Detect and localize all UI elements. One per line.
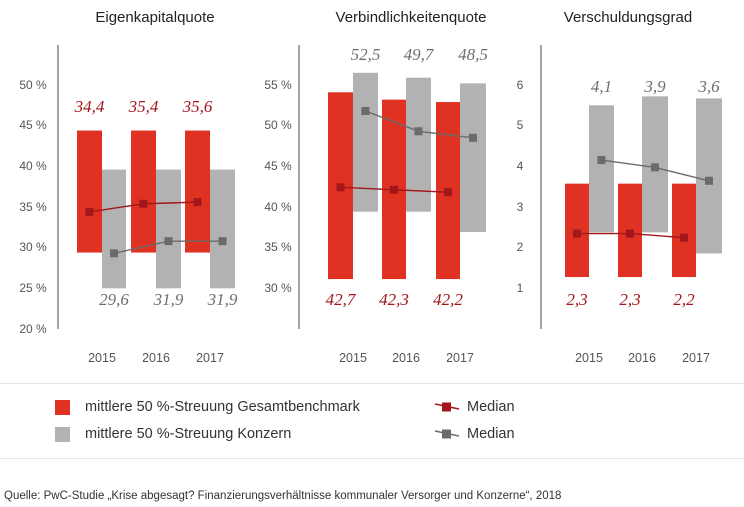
legend-label-konzern: mittlere 50 %-Streuung Konzern [85, 426, 292, 442]
panel-title: Verschuldungsgrad [564, 9, 692, 26]
legend-item-konzern: mittlere 50 %-Streuung Konzern [55, 426, 291, 442]
data-label-konzern-2015: 52,5 [351, 45, 381, 64]
median-konzern-key-icon [434, 429, 460, 439]
median-marker-benchmark-2016 [390, 185, 398, 194]
data-label-konzern-2016: 49,7 [404, 45, 435, 64]
y-tick-label: 45 % [19, 118, 47, 132]
legend-label-median-konzern: Median [467, 426, 515, 442]
data-label-konzern-2015: 29,6 [99, 290, 129, 309]
data-label-benchmark-2016: 2,3 [619, 290, 640, 309]
data-label-konzern-2017: 48,5 [458, 45, 488, 64]
data-label-konzern-2016: 3,9 [643, 77, 666, 96]
data-label-benchmark-2016: 42,3 [379, 290, 409, 309]
median-marker-konzern-2016 [414, 127, 423, 136]
data-label-benchmark-2015: 34,4 [74, 97, 105, 116]
median-marker-benchmark-2015 [336, 183, 345, 192]
median-marker-benchmark-2017 [444, 188, 452, 197]
data-label-benchmark-2017: 42,2 [433, 290, 463, 309]
legend: mittlere 50 %-Streuung Gesamtbenchmark m… [0, 383, 744, 459]
y-tick-label: 5 [517, 118, 524, 132]
median-marker-benchmark-2017 [680, 233, 688, 242]
bar-konzern-2016 [156, 169, 181, 289]
chart-panel-2: Verbindlichkeitenquote 30 % 35 % 40 % 45 % 50… [264, 9, 488, 365]
y-tick-label: 50 % [264, 118, 292, 132]
panel-title: Verbindlichkeitenquote [336, 9, 487, 26]
chart-panel-1: Eigenkapitalquote 20 % 25 % 30 % 35 % 40 % 45 … [19, 9, 238, 365]
data-label-konzern-2017: 3,6 [697, 77, 720, 96]
bar-konzern-2015 [353, 72, 378, 212]
median-marker-konzern-2015 [597, 156, 606, 165]
chart-panel-3: Verschuldungsgrad 1 2 3 4 5 6 2,3 2,3 2,2 4,1 3,9 3,… [517, 9, 722, 365]
x-tick-label: 2017 [196, 351, 224, 365]
bar-konzern-2015 [102, 169, 126, 289]
data-label-konzern-2016: 31,9 [153, 290, 184, 309]
legend-item-median-konzern: Median [433, 426, 515, 442]
legend-label-benchmark: mittlere 50 %-Streuung Gesamtbenchmark [85, 399, 360, 415]
chart-area: Eigenkapitalquote 20 % 25 % 30 % 35 % 40 % 45 … [19, 9, 722, 365]
median-marker-benchmark-2015 [573, 229, 581, 238]
bar-konzern-2016 [406, 77, 431, 212]
median-marker-benchmark-2015 [85, 207, 94, 216]
median-marker-konzern-2015 [361, 106, 370, 115]
data-label-benchmark-2015: 2,3 [566, 290, 587, 309]
median-marker-benchmark-2017 [193, 198, 202, 207]
source-note: Quelle: PwC-Studie „Krise abgesagt? Fina… [4, 490, 562, 502]
median-marker-konzern-2017 [469, 133, 477, 142]
y-tick-label: 25 % [19, 281, 47, 295]
panel-title: Eigenkapitalquote [95, 9, 214, 26]
data-label-benchmark-2017: 35,6 [182, 97, 213, 116]
y-tick-label: 3 [517, 200, 524, 214]
bar-benchmark-2017 [672, 183, 696, 278]
x-tick-label: 2016 [628, 351, 656, 365]
median-marker-konzern-2017 [705, 176, 713, 185]
median-marker-benchmark-2016 [626, 229, 634, 238]
legend-item-median-benchmark: Median [433, 399, 515, 415]
y-tick-label: 40 % [264, 200, 292, 214]
legend-swatch-konzern [55, 426, 70, 442]
x-tick-label: 2017 [682, 351, 710, 365]
bar-benchmark-2015 [77, 130, 102, 253]
legend-swatch-benchmark [55, 399, 70, 415]
y-tick-label: 1 [517, 281, 524, 295]
bar-konzern-2017 [210, 169, 235, 289]
y-tick-label: 4 [517, 159, 524, 173]
median-marker-benchmark-2016 [139, 199, 148, 208]
y-tick-label: 40 % [19, 159, 47, 173]
x-tick-label: 2015 [88, 351, 116, 365]
x-tick-label: 2015 [575, 351, 603, 365]
bar-konzern-2015 [589, 105, 614, 233]
x-tick-label: 2016 [142, 351, 170, 365]
bar-konzern-2017 [460, 83, 486, 232]
y-tick-label: 45 % [264, 159, 292, 173]
data-label-benchmark-2016: 35,4 [128, 97, 159, 116]
median-marker-konzern-2015 [110, 249, 118, 258]
median-marker-konzern-2016 [651, 163, 659, 172]
bar-benchmark-2017 [185, 130, 210, 253]
median-marker-konzern-2016 [164, 237, 173, 246]
data-label-benchmark-2017: 2,2 [673, 290, 695, 309]
x-tick-label: 2017 [446, 351, 474, 365]
y-tick-label: 6 [517, 78, 524, 92]
y-tick-label: 35 % [19, 200, 47, 214]
median-benchmark-key-icon [434, 402, 460, 412]
y-tick-label: 35 % [264, 240, 292, 254]
y-tick-label: 2 [517, 240, 524, 254]
legend-label-median-benchmark: Median [467, 399, 515, 415]
data-label-benchmark-2015: 42,7 [326, 290, 357, 309]
y-tick-label: 30 % [19, 240, 47, 254]
median-marker-konzern-2017 [218, 237, 227, 246]
x-tick-label: 2016 [392, 351, 420, 365]
y-tick-label: 20 % [19, 322, 47, 336]
x-tick-label: 2015 [339, 351, 367, 365]
bar-konzern-2017 [696, 98, 722, 254]
bar-benchmark-2016 [131, 130, 156, 253]
y-tick-label: 50 % [19, 78, 47, 92]
data-label-konzern-2017: 31,9 [207, 290, 238, 309]
y-tick-label: 55 % [264, 78, 292, 92]
y-tick-label: 30 % [264, 281, 292, 295]
legend-item-benchmark: mittlere 50 %-Streuung Gesamtbenchmark [55, 399, 360, 415]
data-label-konzern-2015: 4,1 [591, 77, 612, 96]
